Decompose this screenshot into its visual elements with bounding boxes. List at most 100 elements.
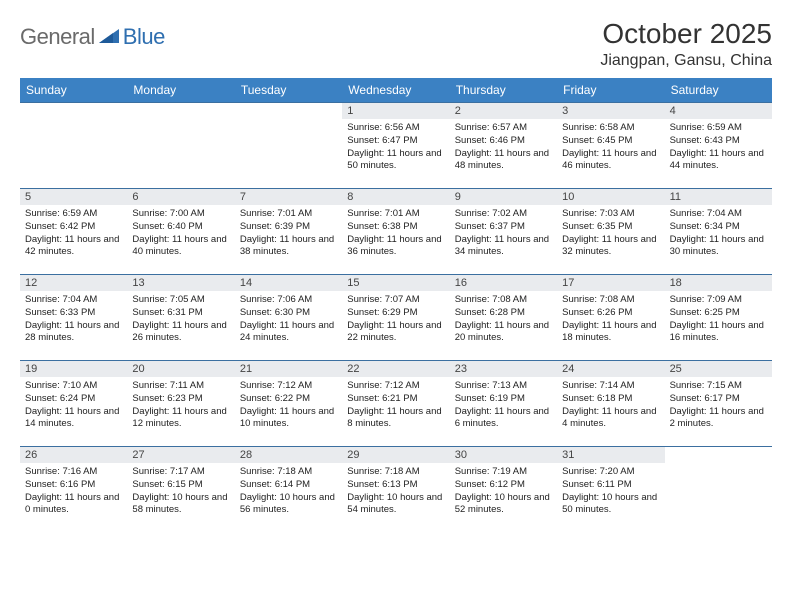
title-block: October 2025 Jiangpan, Gansu, China bbox=[600, 18, 772, 70]
daylight-line: Daylight: 11 hours and 14 minutes. bbox=[25, 406, 122, 432]
calendar-cell: 27Sunrise: 7:17 AMSunset: 6:15 PMDayligh… bbox=[127, 446, 234, 532]
calendar-cell: 23Sunrise: 7:13 AMSunset: 6:19 PMDayligh… bbox=[450, 360, 557, 446]
sunset-line: Sunset: 6:28 PM bbox=[455, 307, 552, 320]
daylight-line: Daylight: 11 hours and 18 minutes. bbox=[562, 320, 659, 346]
sunset-line: Sunset: 6:30 PM bbox=[240, 307, 337, 320]
sunset-line: Sunset: 6:46 PM bbox=[455, 135, 552, 148]
sunset-line: Sunset: 6:42 PM bbox=[25, 221, 122, 234]
day-number: 8 bbox=[342, 189, 449, 205]
day-number: 25 bbox=[665, 361, 772, 377]
day-detail: Sunrise: 6:59 AMSunset: 6:42 PMDaylight:… bbox=[20, 205, 127, 264]
sunset-line: Sunset: 6:40 PM bbox=[132, 221, 229, 234]
day-detail: Sunrise: 6:59 AMSunset: 6:43 PMDaylight:… bbox=[665, 119, 772, 178]
sunset-line: Sunset: 6:35 PM bbox=[562, 221, 659, 234]
day-detail: Sunrise: 7:04 AMSunset: 6:34 PMDaylight:… bbox=[665, 205, 772, 264]
calendar-cell: 22Sunrise: 7:12 AMSunset: 6:21 PMDayligh… bbox=[342, 360, 449, 446]
sunset-line: Sunset: 6:43 PM bbox=[670, 135, 767, 148]
day-number: 23 bbox=[450, 361, 557, 377]
sunset-line: Sunset: 6:29 PM bbox=[347, 307, 444, 320]
day-header: Tuesday bbox=[235, 78, 342, 102]
daylight-line: Daylight: 11 hours and 10 minutes. bbox=[240, 406, 337, 432]
day-detail: Sunrise: 7:16 AMSunset: 6:16 PMDaylight:… bbox=[20, 463, 127, 522]
sunset-line: Sunset: 6:21 PM bbox=[347, 393, 444, 406]
day-number: 19 bbox=[20, 361, 127, 377]
calendar-cell: 7Sunrise: 7:01 AMSunset: 6:39 PMDaylight… bbox=[235, 188, 342, 274]
day-number: 26 bbox=[20, 447, 127, 463]
calendar-cell: 3Sunrise: 6:58 AMSunset: 6:45 PMDaylight… bbox=[557, 102, 664, 188]
calendar-cell: 14Sunrise: 7:06 AMSunset: 6:30 PMDayligh… bbox=[235, 274, 342, 360]
calendar-cell: 26Sunrise: 7:16 AMSunset: 6:16 PMDayligh… bbox=[20, 446, 127, 532]
day-number: 30 bbox=[450, 447, 557, 463]
day-number: 20 bbox=[127, 361, 234, 377]
daylight-line: Daylight: 11 hours and 6 minutes. bbox=[455, 406, 552, 432]
daylight-line: Daylight: 11 hours and 30 minutes. bbox=[670, 234, 767, 260]
daylight-line: Daylight: 11 hours and 42 minutes. bbox=[25, 234, 122, 260]
daylight-line: Daylight: 11 hours and 34 minutes. bbox=[455, 234, 552, 260]
location: Jiangpan, Gansu, China bbox=[600, 52, 772, 70]
day-header: Saturday bbox=[665, 78, 772, 102]
sunset-line: Sunset: 6:31 PM bbox=[132, 307, 229, 320]
calendar-cell-empty bbox=[665, 446, 772, 532]
day-detail: Sunrise: 7:05 AMSunset: 6:31 PMDaylight:… bbox=[127, 291, 234, 350]
daylight-line: Daylight: 11 hours and 2 minutes. bbox=[670, 406, 767, 432]
day-number: 21 bbox=[235, 361, 342, 377]
sunrise-line: Sunrise: 7:12 AM bbox=[347, 380, 444, 393]
calendar-cell: 1Sunrise: 6:56 AMSunset: 6:47 PMDaylight… bbox=[342, 102, 449, 188]
day-header: Friday bbox=[557, 78, 664, 102]
daylight-line: Daylight: 11 hours and 32 minutes. bbox=[562, 234, 659, 260]
month-title: October 2025 bbox=[600, 18, 772, 50]
daylight-line: Daylight: 10 hours and 54 minutes. bbox=[347, 492, 444, 518]
sunrise-line: Sunrise: 6:59 AM bbox=[25, 208, 122, 221]
sunset-line: Sunset: 6:18 PM bbox=[562, 393, 659, 406]
day-detail: Sunrise: 7:08 AMSunset: 6:28 PMDaylight:… bbox=[450, 291, 557, 350]
sunset-line: Sunset: 6:13 PM bbox=[347, 479, 444, 492]
sunset-line: Sunset: 6:37 PM bbox=[455, 221, 552, 234]
day-detail: Sunrise: 7:12 AMSunset: 6:21 PMDaylight:… bbox=[342, 377, 449, 436]
calendar-cell: 8Sunrise: 7:01 AMSunset: 6:38 PMDaylight… bbox=[342, 188, 449, 274]
day-detail: Sunrise: 7:15 AMSunset: 6:17 PMDaylight:… bbox=[665, 377, 772, 436]
daylight-line: Daylight: 11 hours and 16 minutes. bbox=[670, 320, 767, 346]
calendar-cell: 4Sunrise: 6:59 AMSunset: 6:43 PMDaylight… bbox=[665, 102, 772, 188]
day-detail: Sunrise: 6:56 AMSunset: 6:47 PMDaylight:… bbox=[342, 119, 449, 178]
daylight-line: Daylight: 10 hours and 52 minutes. bbox=[455, 492, 552, 518]
calendar-cell: 28Sunrise: 7:18 AMSunset: 6:14 PMDayligh… bbox=[235, 446, 342, 532]
sunrise-line: Sunrise: 7:10 AM bbox=[25, 380, 122, 393]
sunrise-line: Sunrise: 7:08 AM bbox=[455, 294, 552, 307]
calendar-cell: 9Sunrise: 7:02 AMSunset: 6:37 PMDaylight… bbox=[450, 188, 557, 274]
sunset-line: Sunset: 6:23 PM bbox=[132, 393, 229, 406]
calendar-cell: 17Sunrise: 7:08 AMSunset: 6:26 PMDayligh… bbox=[557, 274, 664, 360]
sunset-line: Sunset: 6:24 PM bbox=[25, 393, 122, 406]
day-detail: Sunrise: 7:09 AMSunset: 6:25 PMDaylight:… bbox=[665, 291, 772, 350]
calendar-grid: SundayMondayTuesdayWednesdayThursdayFrid… bbox=[20, 78, 772, 532]
sunset-line: Sunset: 6:26 PM bbox=[562, 307, 659, 320]
sunrise-line: Sunrise: 7:01 AM bbox=[347, 208, 444, 221]
sunrise-line: Sunrise: 7:01 AM bbox=[240, 208, 337, 221]
day-detail: Sunrise: 6:57 AMSunset: 6:46 PMDaylight:… bbox=[450, 119, 557, 178]
sunrise-line: Sunrise: 7:03 AM bbox=[562, 208, 659, 221]
sunrise-line: Sunrise: 7:08 AM bbox=[562, 294, 659, 307]
day-detail: Sunrise: 7:00 AMSunset: 6:40 PMDaylight:… bbox=[127, 205, 234, 264]
sunset-line: Sunset: 6:15 PM bbox=[132, 479, 229, 492]
sunrise-line: Sunrise: 7:04 AM bbox=[25, 294, 122, 307]
calendar-cell-empty bbox=[20, 102, 127, 188]
day-number: 18 bbox=[665, 275, 772, 291]
sunrise-line: Sunrise: 7:16 AM bbox=[25, 466, 122, 479]
daylight-line: Daylight: 11 hours and 48 minutes. bbox=[455, 148, 552, 174]
day-header: Thursday bbox=[450, 78, 557, 102]
day-number: 14 bbox=[235, 275, 342, 291]
day-detail: Sunrise: 7:06 AMSunset: 6:30 PMDaylight:… bbox=[235, 291, 342, 350]
day-detail: Sunrise: 7:03 AMSunset: 6:35 PMDaylight:… bbox=[557, 205, 664, 264]
sunset-line: Sunset: 6:17 PM bbox=[670, 393, 767, 406]
sunrise-line: Sunrise: 7:18 AM bbox=[240, 466, 337, 479]
sunrise-line: Sunrise: 7:12 AM bbox=[240, 380, 337, 393]
sunrise-line: Sunrise: 7:14 AM bbox=[562, 380, 659, 393]
logo-triangle-icon bbox=[99, 27, 119, 48]
day-detail: Sunrise: 7:04 AMSunset: 6:33 PMDaylight:… bbox=[20, 291, 127, 350]
calendar-cell: 2Sunrise: 6:57 AMSunset: 6:46 PMDaylight… bbox=[450, 102, 557, 188]
daylight-line: Daylight: 11 hours and 4 minutes. bbox=[562, 406, 659, 432]
day-number: 5 bbox=[20, 189, 127, 205]
day-detail: Sunrise: 7:02 AMSunset: 6:37 PMDaylight:… bbox=[450, 205, 557, 264]
daylight-line: Daylight: 11 hours and 0 minutes. bbox=[25, 492, 122, 518]
day-number: 7 bbox=[235, 189, 342, 205]
calendar-cell: 24Sunrise: 7:14 AMSunset: 6:18 PMDayligh… bbox=[557, 360, 664, 446]
